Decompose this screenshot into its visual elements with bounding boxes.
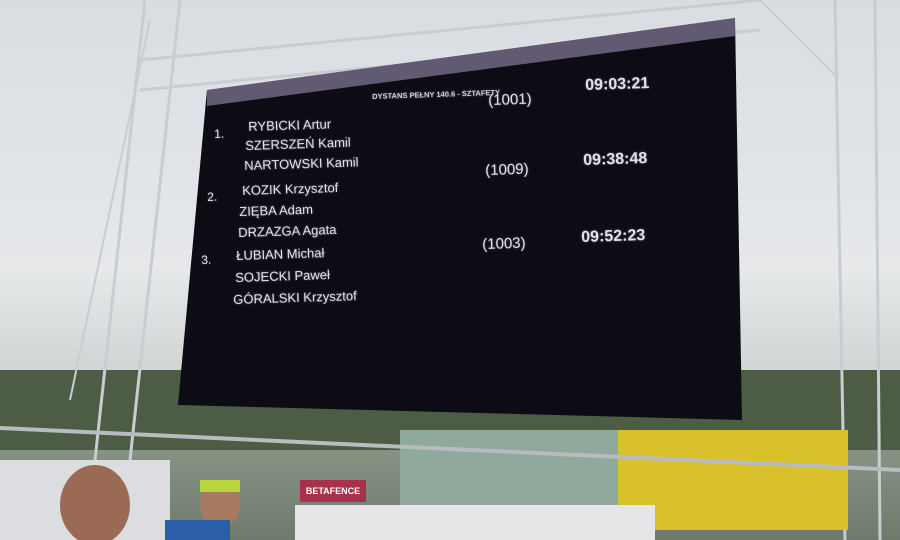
screen-header-bar — [207, 18, 735, 106]
team-member: SOJECKI Paweł — [235, 267, 331, 285]
person-shirt — [165, 520, 230, 540]
bib-number: (1009) — [485, 160, 529, 179]
person-head — [60, 465, 130, 540]
bib-number: (1003) — [482, 234, 526, 253]
place: 1. — [214, 126, 225, 141]
finish-time: 09:03:21 — [585, 74, 650, 94]
yellow-fence — [618, 430, 848, 530]
betafence-banner: BETAFENCE — [300, 480, 366, 502]
place: 3. — [201, 252, 212, 267]
finish-time: 09:52:23 — [581, 226, 646, 246]
place: 2. — [207, 189, 218, 204]
person-head — [200, 483, 240, 527]
bib-number: (1001) — [488, 90, 532, 109]
team-member: DRZAZGA Agata — [238, 221, 337, 240]
white-banner — [295, 505, 655, 540]
led-screen — [178, 18, 742, 420]
team-member: KOZIK Krzysztof — [242, 179, 339, 198]
fence-rail — [0, 426, 900, 472]
finish-time: 09:38:48 — [583, 149, 648, 169]
team-member: ŁUBIAN Michał — [236, 245, 325, 263]
team-member: ZIĘBA Adam — [239, 201, 314, 219]
person-cap — [200, 480, 240, 492]
team-member: RYBICKI Artur — [248, 116, 332, 134]
